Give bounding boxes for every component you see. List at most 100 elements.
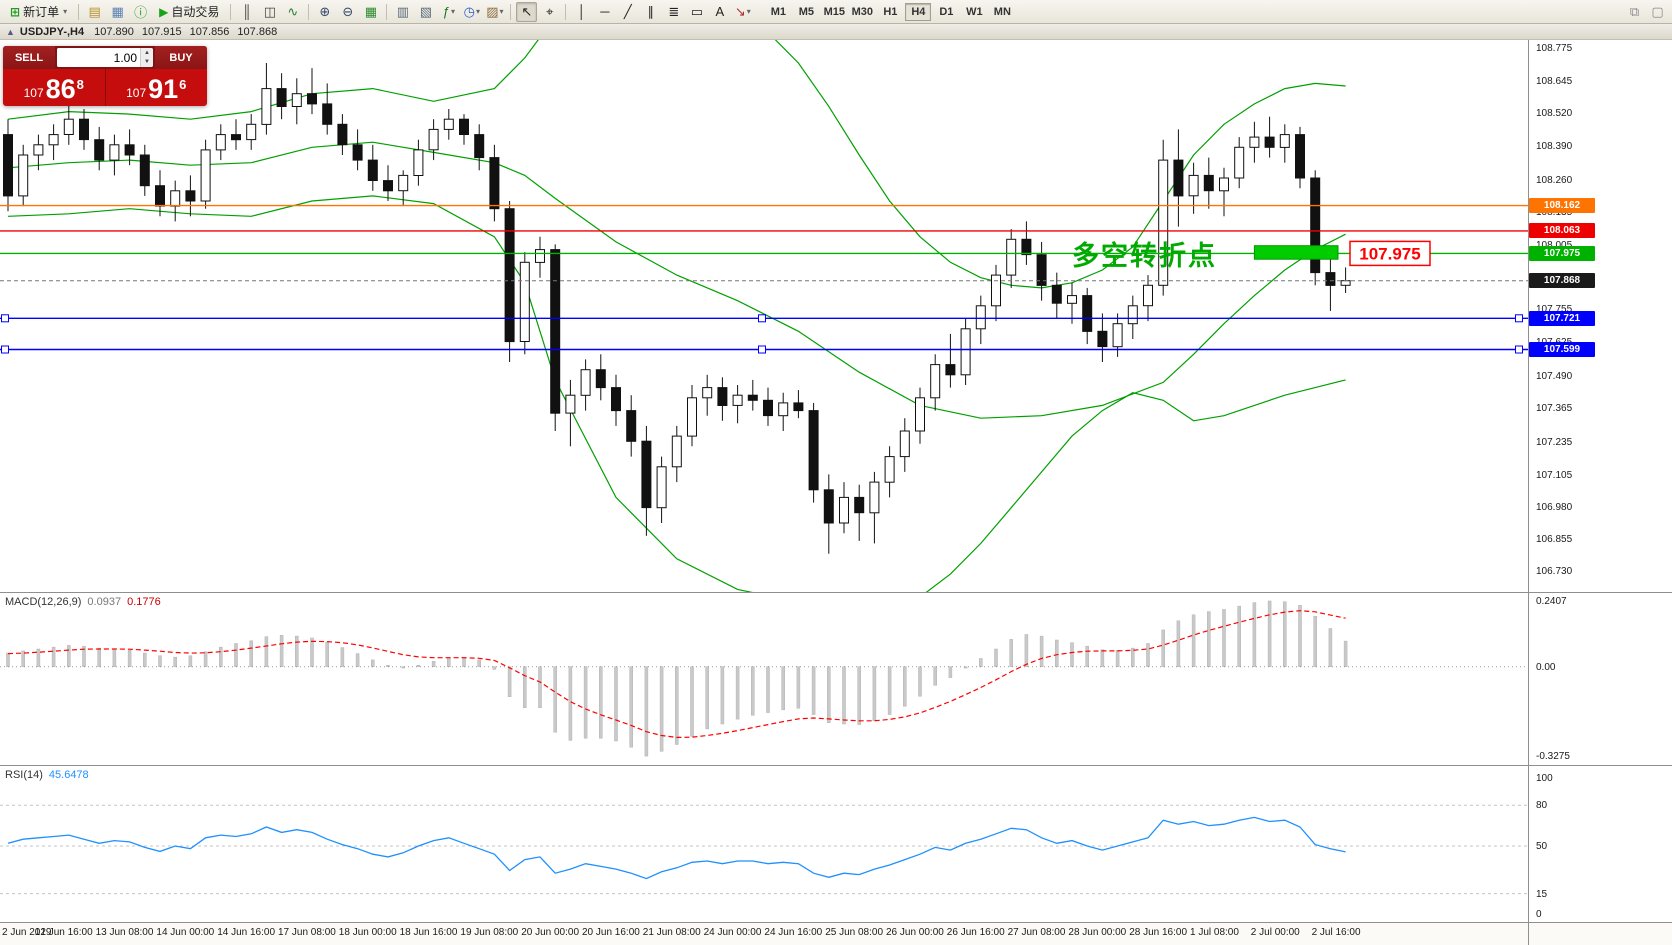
time-axis-label: 20 Jun 00:00 bbox=[521, 927, 580, 938]
time-axis-label: 14 Jun 16:00 bbox=[217, 927, 276, 938]
sell-price-prefix: 107 bbox=[23, 86, 44, 100]
timeframe-m1[interactable]: M1 bbox=[770, 5, 786, 18]
fullscreen-icon[interactable]: ▢ bbox=[1651, 3, 1664, 19]
sell-price-sup: 8 bbox=[76, 77, 84, 92]
tile-windows-icon[interactable]: ▦ bbox=[360, 2, 381, 22]
toolbar-separator bbox=[78, 3, 80, 20]
text-label-icon[interactable]: A bbox=[709, 2, 730, 22]
autotrading-button[interactable]: ▶ 自动交易 bbox=[152, 2, 226, 22]
timeframe-m15[interactable]: M15 bbox=[823, 5, 846, 18]
price-axis-divider bbox=[1528, 40, 1529, 945]
chart-shift-icon[interactable]: ▧ bbox=[415, 2, 436, 22]
time-axis-label: 25 Jun 08:00 bbox=[825, 927, 884, 938]
zoom-in-icon[interactable]: ⊕ bbox=[314, 2, 335, 22]
new-chart-icon[interactable]: ▤ bbox=[84, 2, 105, 22]
rsi-axis-label: 15 bbox=[1536, 888, 1548, 900]
price-axis-label: 108.645 bbox=[1536, 76, 1573, 88]
down-arrow-icon: ▼ bbox=[144, 59, 150, 66]
arrow-objects-icon[interactable]: ↘ ▾ bbox=[732, 2, 753, 22]
volume-up-button[interactable]: ▲ bbox=[141, 48, 153, 58]
time-axis-label: 26 Jun 16:00 bbox=[946, 927, 1005, 938]
crosshair-icon[interactable]: ⌖ bbox=[539, 2, 560, 22]
time-axis-label: 27 Jun 08:00 bbox=[1007, 927, 1066, 938]
autotrading-button-label: 自动交易 bbox=[171, 5, 220, 19]
price-axis-label: 106.730 bbox=[1536, 565, 1573, 577]
vertical-line-icon[interactable]: │ bbox=[571, 2, 592, 22]
price-chart-canvas[interactable]: 多空转折点 107.975 bbox=[0, 40, 1528, 592]
timeframe-m30[interactable]: M30 bbox=[851, 5, 874, 18]
auto-scroll-icon[interactable]: ▥ bbox=[392, 2, 413, 22]
toolbar: ⊞ 新订单 ▾ ▤ ▦ ⓘ ▶ 自动交易 ║ ◫ ∿ ⊕ ⊖ ▦ ▥ ▧ ƒ ▾ ◷ ▾ ▨ ▾ ↖ ⌖ │ ─ ╱ ∥ ≣ ▭ A ↘ ▾ M1… bbox=[0, 0, 1672, 24]
templates-icon[interactable]: ▨ ▾ bbox=[484, 2, 505, 22]
toolbar-separator bbox=[565, 3, 567, 20]
volume-stepper[interactable]: ▲ ▼ bbox=[57, 48, 153, 67]
timeframe-w1[interactable]: W1 bbox=[966, 5, 983, 18]
timeframe-m5[interactable]: M5 bbox=[798, 5, 814, 18]
time-axis-label: 19 Jun 08:00 bbox=[460, 927, 519, 938]
chart-annotation-text: 多空转折点 bbox=[1072, 240, 1217, 271]
arrow-objects-icon-icon: ↘ bbox=[734, 3, 746, 19]
time-axis-label: 1 Jul 08:00 bbox=[1190, 927, 1239, 938]
selection-handle bbox=[1515, 345, 1523, 354]
profiles-icon[interactable]: ▦ bbox=[107, 2, 128, 22]
vertical-line-icon-icon: │ bbox=[577, 4, 586, 19]
fibonacci-retracement-icon[interactable]: ≣ bbox=[663, 2, 684, 22]
macd-signal-line bbox=[7, 610, 1346, 739]
new-window-icon[interactable]: ⧉ bbox=[1629, 3, 1640, 19]
candlestick-chart-icon-icon: ◫ bbox=[263, 3, 276, 19]
price-axis-label: 108.390 bbox=[1536, 141, 1573, 153]
shapes-icon-icon: ▭ bbox=[690, 3, 703, 19]
price-axis-label: 106.855 bbox=[1536, 533, 1573, 545]
sell-price-display[interactable]: 107 86 8 bbox=[3, 69, 106, 106]
new-order-button[interactable]: ⊞ 新订单 ▾ bbox=[3, 2, 74, 22]
bar-chart-icon[interactable]: ║ bbox=[236, 2, 257, 22]
cursor-icon[interactable]: ↖ bbox=[516, 1, 538, 22]
crosshair-icon-icon: ⌖ bbox=[546, 3, 554, 19]
selection-handle bbox=[758, 345, 766, 354]
new-chart-icon-icon: ▤ bbox=[88, 3, 101, 19]
horizontal-line-icon-icon: ─ bbox=[600, 4, 610, 19]
close-value: 107.868 bbox=[237, 25, 278, 38]
high-value: 107.915 bbox=[141, 25, 182, 38]
equidistant-channel-icon[interactable]: ∥ bbox=[640, 2, 661, 22]
timeframe-mn[interactable]: MN bbox=[993, 5, 1011, 18]
bar-chart-icon-icon: ║ bbox=[242, 4, 252, 19]
trendline-icon[interactable]: ╱ bbox=[617, 2, 638, 22]
line-chart-icon[interactable]: ∿ bbox=[282, 2, 303, 22]
timeframe-h4[interactable]: H4 bbox=[905, 2, 932, 21]
main-price-chart[interactable]: 多空转折点 107.975 108.775 108.645 108.520 108.39… bbox=[0, 40, 1672, 592]
zoom-out-icon[interactable]: ⊖ bbox=[337, 2, 358, 22]
candlestick-chart-icon[interactable]: ◫ bbox=[259, 2, 280, 22]
rsi-canvas[interactable] bbox=[0, 766, 1528, 922]
macd-canvas[interactable] bbox=[0, 593, 1528, 765]
chevron-down-icon: ▾ bbox=[63, 7, 68, 16]
data-window-icon[interactable]: ⓘ bbox=[130, 2, 151, 22]
macd-axis-label: 0.2407 bbox=[1536, 595, 1567, 607]
timeframe-d1[interactable]: D1 bbox=[939, 5, 954, 18]
macd-panel[interactable]: MACD(12,26,9) 0.0937 0.1776 0.2407 0.00 -0.3… bbox=[0, 592, 1672, 765]
indicators-icon[interactable]: ƒ ▾ bbox=[438, 2, 459, 22]
price-tag: 107.599 bbox=[1529, 341, 1595, 357]
rsi-panel[interactable]: RSI(14) 45.6478 100 80 50 15 0 bbox=[0, 765, 1672, 922]
shapes-icon[interactable]: ▭ bbox=[686, 2, 707, 22]
volume-down-button[interactable]: ▼ bbox=[141, 57, 153, 67]
periods-icon[interactable]: ◷ ▾ bbox=[461, 2, 482, 22]
macd-axis-label: -0.3275 bbox=[1536, 751, 1570, 763]
new-order-icon: ⊞ bbox=[10, 4, 21, 19]
ohlc-readout: 107.890 107.915 107.856 107.868 bbox=[94, 26, 285, 38]
rsi-axis-label: 50 bbox=[1536, 841, 1548, 852]
time-axis-label: 2 Jun 2019 bbox=[2, 927, 52, 938]
buy-price-display[interactable]: 107 91 6 bbox=[105, 69, 207, 106]
volume-input[interactable] bbox=[57, 48, 140, 67]
time-axis-label: 28 Jun 00:00 bbox=[1068, 927, 1127, 938]
horizontal-line-icon[interactable]: ─ bbox=[594, 2, 615, 22]
price-axis-label: 107.755 bbox=[1536, 303, 1573, 315]
buy-price-sup: 6 bbox=[179, 77, 187, 92]
buy-button[interactable]: BUY bbox=[155, 46, 207, 69]
timeframe-h1[interactable]: H1 bbox=[883, 5, 898, 18]
toolbar-right-group: ⧉ ▢ bbox=[1623, 2, 1669, 22]
autotrading-icon: ▶ bbox=[159, 4, 169, 19]
price-axis-label: 107.365 bbox=[1536, 403, 1573, 415]
macd-main-value: 0.0937 bbox=[87, 596, 122, 608]
sell-button[interactable]: SELL bbox=[3, 46, 55, 69]
